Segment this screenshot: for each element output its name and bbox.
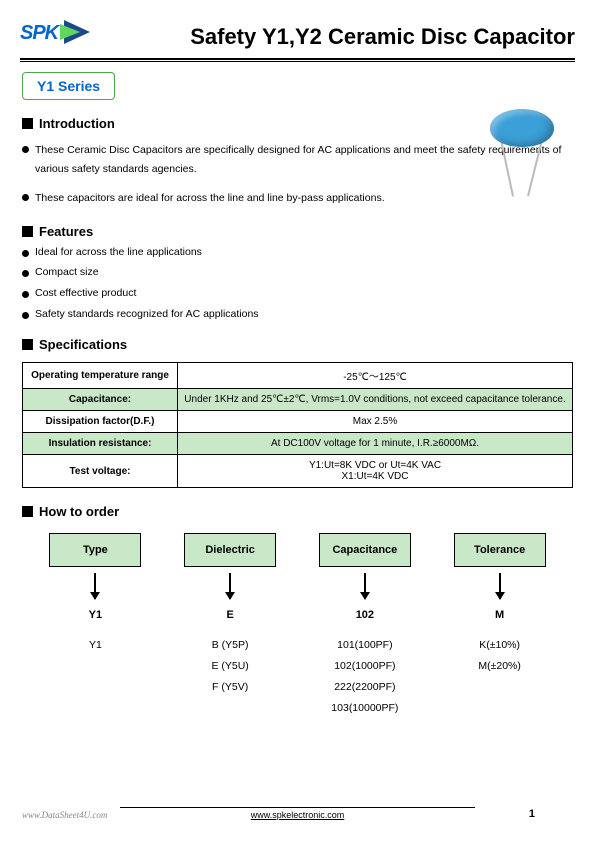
spec-label: Operating temperature range xyxy=(23,363,178,389)
spec-value: Under 1KHz and 25℃±2℃, Vrms=1.0V conditi… xyxy=(178,389,573,411)
table-row: Dissipation factor(D.F.) Max 2.5% xyxy=(23,411,573,433)
spec-label: Capacitance: xyxy=(23,389,178,411)
page-footer: www.DataSheet4U.com www.spkelectronic.co… xyxy=(0,807,595,820)
bullet-text: Safety standards recognized for AC appli… xyxy=(35,307,259,322)
bullet-text: Compact size xyxy=(35,265,99,280)
spec-value: -25℃～125℃ xyxy=(178,363,573,389)
product-image xyxy=(472,105,567,190)
arrow-down-icon xyxy=(364,573,366,599)
intro-bullet: These capacitors are ideal for across th… xyxy=(22,189,573,208)
spec-value: Y1:Ut=8K VDC or Ut=4K VACX1:Ut=4K VDC xyxy=(178,455,573,488)
title-underline xyxy=(20,58,575,62)
order-example: 102 xyxy=(356,609,374,621)
order-options: B (Y5P) E (Y5U) F (Y5V) xyxy=(211,635,248,698)
order-col-type: Type Y1 Y1 xyxy=(40,533,150,719)
footer-divider xyxy=(120,807,475,808)
feature-bullet: Safety standards recognized for AC appli… xyxy=(22,307,573,322)
spec-label: Dissipation factor(D.F.) xyxy=(23,411,178,433)
arrow-down-icon xyxy=(499,573,501,599)
order-option: F (Y5V) xyxy=(211,677,248,698)
order-example: E xyxy=(226,609,233,621)
order-header: Type xyxy=(49,533,141,567)
order-options: K(±10%) M(±20%) xyxy=(478,635,521,677)
logo-arrow-green xyxy=(60,24,80,40)
datasheet-watermark: www.DataSheet4U.com xyxy=(22,810,107,820)
page-title: Safety Y1,Y2 Ceramic Disc Capacitor xyxy=(190,18,575,50)
table-row: Insulation resistance: At DC100V voltage… xyxy=(23,433,573,455)
arrow-down-icon xyxy=(229,573,231,599)
order-example: Y1 xyxy=(89,609,102,621)
order-options: Y1 xyxy=(89,635,102,656)
order-option: E (Y5U) xyxy=(211,656,248,677)
order-option: B (Y5P) xyxy=(211,635,248,656)
spec-label: Test voltage: xyxy=(23,455,178,488)
bullet-text: These capacitors are ideal for across th… xyxy=(35,189,385,208)
section-heading-features: Features xyxy=(22,224,573,239)
order-option: Y1 xyxy=(89,635,102,656)
order-options: 101(100PF) 102(1000PF) 222(2200PF) 103(1… xyxy=(331,635,398,719)
specifications-table: Operating temperature range -25℃～125℃ Ca… xyxy=(22,362,573,488)
order-header: Dielectric xyxy=(184,533,276,567)
logo-text: SPK xyxy=(20,22,58,45)
capacitor-body xyxy=(490,109,554,147)
order-option: 103(10000PF) xyxy=(331,698,398,719)
brand-logo: SPK xyxy=(20,18,98,54)
feature-bullet: Compact size xyxy=(22,265,573,280)
order-col-dielectric: Dielectric E B (Y5P) E (Y5U) F (Y5V) xyxy=(175,533,285,719)
order-option: M(±20%) xyxy=(478,656,521,677)
order-columns: Type Y1 Y1 Dielectric E B (Y5P) E (Y5U) … xyxy=(22,533,573,719)
feature-bullet: Ideal for across the line applications xyxy=(22,245,573,260)
table-row: Capacitance: Under 1KHz and 25℃±2℃, Vrms… xyxy=(23,389,573,411)
spec-label: Insulation resistance: xyxy=(23,433,178,455)
bullet-text: Cost effective product xyxy=(35,286,136,301)
series-badge: Y1 Series xyxy=(22,72,115,100)
order-example: M xyxy=(495,609,504,621)
section-heading-how-to-order: How to order xyxy=(22,504,573,519)
order-option: 102(1000PF) xyxy=(331,656,398,677)
capacitor-lead xyxy=(527,140,543,197)
table-row: Test voltage: Y1:Ut=8K VDC or Ut=4K VACX… xyxy=(23,455,573,488)
order-header: Capacitance xyxy=(319,533,411,567)
arrow-down-icon xyxy=(94,573,96,599)
order-option: 101(100PF) xyxy=(331,635,398,656)
order-col-capacitance: Capacitance 102 101(100PF) 102(1000PF) 2… xyxy=(310,533,420,719)
section-heading-specifications: Specifications xyxy=(22,337,573,352)
order-header: Tolerance xyxy=(454,533,546,567)
spec-value: Max 2.5% xyxy=(178,411,573,433)
spec-value: At DC100V voltage for 1 minute, I.R.≥600… xyxy=(178,433,573,455)
feature-bullet: Cost effective product xyxy=(22,286,573,301)
capacitor-lead xyxy=(500,139,514,196)
order-option: 222(2200PF) xyxy=(331,677,398,698)
bullet-text: Ideal for across the line applications xyxy=(35,245,202,260)
order-option: K(±10%) xyxy=(478,635,521,656)
table-row: Operating temperature range -25℃～125℃ xyxy=(23,363,573,389)
order-col-tolerance: Tolerance M K(±10%) M(±20%) xyxy=(445,533,555,719)
page-number: 1 xyxy=(529,808,535,820)
